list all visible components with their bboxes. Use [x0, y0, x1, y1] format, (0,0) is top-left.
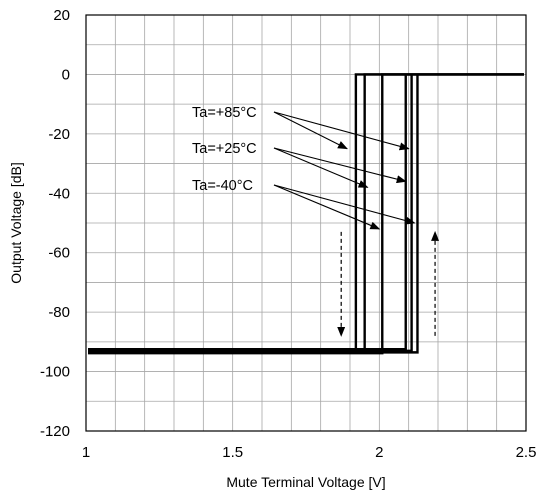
series-line	[88, 73, 524, 352]
grid	[85, 14, 527, 432]
annotation-arrow	[273, 184, 381, 230]
x-tick-label: 1.5	[222, 444, 243, 461]
y-tick-label: -20	[48, 126, 70, 143]
y-tick-label: -40	[48, 185, 70, 202]
plot-frame	[85, 14, 527, 432]
y-axis-label: Output Voltage [dB]	[8, 162, 24, 283]
annotation-arrow	[273, 147, 369, 188]
tick-labels: 1 1.5 2 2.5 -120 -100 -80 -60 -40 -20 0 20	[40, 7, 536, 461]
y-tick-label: 20	[53, 7, 70, 24]
annotations: Ta=+85°C Ta=+25°C Ta=-40°C	[192, 105, 440, 337]
annotation-label: Ta=+85°C	[192, 105, 257, 121]
x-tick-label: 2.5	[516, 444, 537, 461]
series-line	[88, 73, 524, 353]
y-tick-label: 0	[62, 66, 70, 83]
x-axis-label: Mute Terminal Voltage [V]	[226, 474, 385, 490]
y-tick-label: -100	[40, 364, 70, 381]
annotation-label: Ta=+25°C	[192, 141, 257, 157]
x-tick-label: 1	[82, 444, 90, 461]
y-tick-label: -80	[48, 304, 70, 321]
y-tick-label: -120	[40, 423, 70, 440]
annotation-arrow	[273, 111, 348, 150]
x-tick-label: 2	[375, 444, 383, 461]
annotation-label: Ta=-40°C	[192, 178, 253, 194]
annotation-arrow	[273, 147, 407, 184]
y-tick-label: -60	[48, 245, 70, 262]
series-lines	[88, 73, 524, 355]
annotation-arrow	[273, 184, 416, 225]
series-line	[88, 73, 524, 355]
annotation-arrow	[273, 111, 410, 151]
